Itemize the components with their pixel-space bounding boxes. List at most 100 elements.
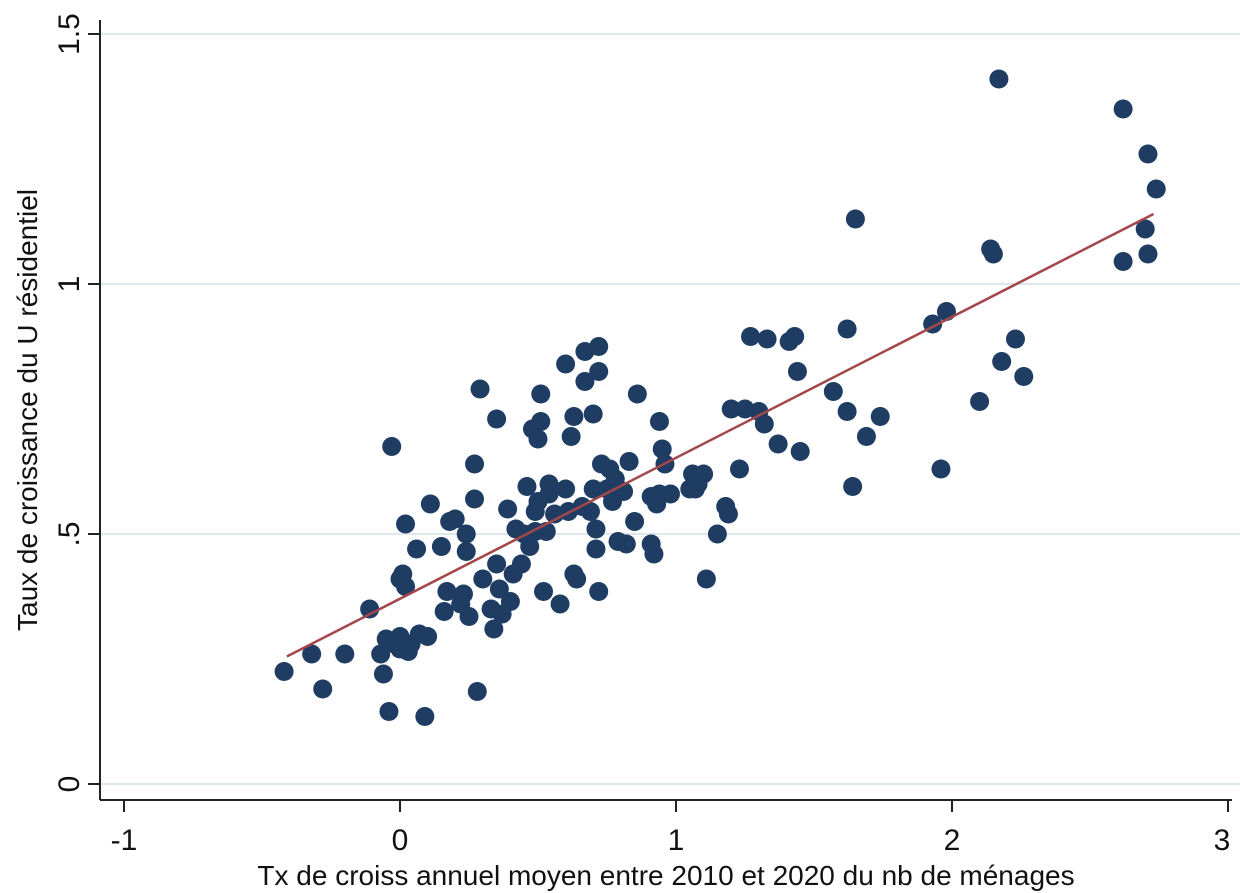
data-point	[302, 644, 322, 664]
x-tick-label: 1	[668, 824, 685, 857]
data-point	[567, 569, 587, 589]
data-point	[453, 584, 473, 604]
data-point	[1014, 367, 1034, 386]
x-ticks: -1 0 1 2 3	[111, 800, 1230, 857]
data-point	[696, 569, 716, 589]
data-point	[396, 577, 416, 596]
data-point	[556, 479, 576, 499]
data-point	[718, 504, 738, 524]
axes	[99, 20, 1232, 801]
data-point	[274, 662, 294, 681]
data-point	[992, 352, 1012, 371]
data-point	[1135, 219, 1155, 239]
y-ticks: 0 .5 1 1.5	[53, 13, 100, 792]
data-point	[707, 524, 727, 544]
x-tick-label: 2	[944, 824, 961, 857]
data-point	[520, 537, 540, 556]
data-point	[556, 354, 576, 374]
x-axis-title: Tx de croiss annuel moyen entre 2010 et …	[257, 860, 1074, 891]
data-point	[415, 707, 435, 726]
data-point	[431, 537, 451, 556]
data-point	[586, 539, 606, 559]
data-point	[465, 489, 485, 509]
data-point	[586, 519, 606, 539]
data-point	[1113, 99, 1133, 119]
data-point	[456, 524, 476, 544]
data-point	[313, 679, 333, 699]
data-point	[625, 512, 645, 531]
data-point	[870, 407, 890, 426]
data-point	[1146, 179, 1166, 199]
y-tick-label: .5	[53, 521, 86, 546]
data-point	[970, 392, 990, 411]
data-point	[583, 479, 603, 499]
fit-line	[286, 212, 1155, 658]
data-point	[768, 434, 788, 454]
data-point	[575, 372, 595, 391]
y-tick-label: 1.5	[53, 13, 86, 55]
data-point	[1138, 144, 1158, 164]
data-point	[470, 379, 490, 399]
data-point	[754, 414, 774, 434]
data-point	[729, 459, 749, 479]
data-point	[989, 69, 1009, 89]
data-point	[511, 554, 531, 574]
data-point	[837, 319, 857, 339]
data-point	[790, 442, 810, 461]
data-point	[396, 514, 416, 534]
data-point	[931, 459, 951, 479]
data-point	[660, 484, 680, 504]
x-tick-label: 0	[392, 824, 409, 857]
data-point	[539, 474, 559, 494]
data-point	[1005, 329, 1025, 349]
data-point	[484, 619, 504, 639]
data-point	[360, 599, 380, 619]
data-point	[644, 544, 664, 564]
data-point	[420, 494, 440, 514]
data-point	[371, 644, 391, 664]
data-point	[1113, 252, 1133, 271]
data-point	[757, 329, 777, 349]
data-point	[418, 627, 438, 646]
data-point	[373, 664, 393, 684]
x-tick-label: -1	[111, 824, 138, 857]
data-point	[467, 682, 487, 701]
data-point	[845, 209, 865, 229]
data-point	[517, 477, 537, 496]
data-point	[487, 409, 507, 429]
data-point	[589, 582, 609, 601]
data-point	[500, 592, 520, 611]
data-point	[823, 382, 843, 401]
data-point	[437, 582, 457, 601]
data-point	[1138, 244, 1158, 264]
data-point	[561, 427, 581, 446]
data-point	[487, 554, 507, 574]
data-point	[434, 602, 454, 621]
data-point	[465, 454, 485, 474]
data-point	[785, 327, 805, 346]
data-point	[837, 402, 857, 421]
y-tick-label: 1	[53, 276, 86, 293]
data-point	[936, 302, 956, 321]
data-point	[498, 499, 518, 519]
data-point	[459, 607, 479, 626]
data-point	[550, 594, 570, 614]
data-point	[856, 427, 876, 446]
data-point	[473, 569, 493, 589]
y-axis-title: Taux de croissance du U résidentiel	[12, 189, 43, 631]
data-point	[787, 362, 807, 381]
data-point	[619, 452, 639, 471]
data-point	[489, 579, 509, 599]
data-point	[616, 534, 636, 554]
data-point	[741, 327, 761, 346]
data-point	[382, 437, 402, 456]
data-point	[335, 644, 355, 664]
data-point	[652, 439, 672, 459]
data-point	[721, 399, 741, 419]
data-point	[627, 384, 647, 404]
data-point	[445, 509, 465, 529]
data-point	[379, 702, 399, 721]
fit-line-group	[286, 212, 1155, 658]
